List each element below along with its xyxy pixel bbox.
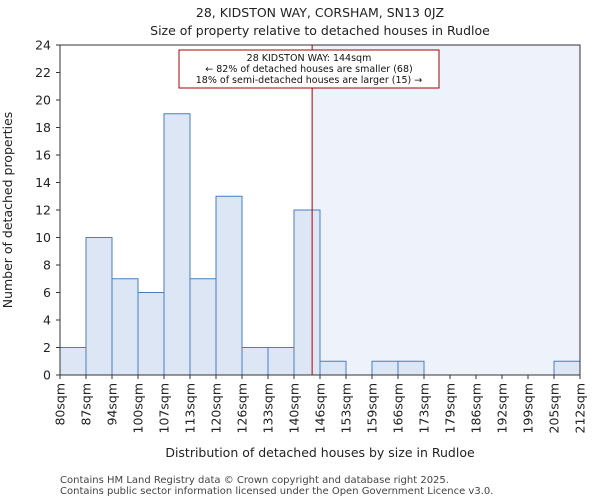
x-axis-title: Distribution of detached houses by size …	[165, 445, 475, 460]
x-tick-label: 186sqm	[469, 383, 484, 433]
bar-107sqm	[163, 113, 191, 376]
bar-94sqm	[111, 278, 139, 376]
chart-title: 28, KIDSTON WAY, CORSHAM, SN13 0JZ	[196, 5, 444, 20]
bars-group	[59, 113, 581, 376]
y-tick-label: 0	[43, 368, 51, 383]
bar-120sqm	[215, 195, 243, 376]
y-axis-title: Number of detached properties	[0, 112, 15, 309]
bar-140sqm	[293, 209, 321, 376]
y-tick-label: 24	[35, 38, 51, 53]
y-tick-label: 10	[35, 230, 51, 245]
larger-region-highlight	[312, 45, 580, 375]
x-tick-label: 192sqm	[495, 383, 510, 433]
y-tick-label: 6	[43, 285, 51, 300]
annotation-line-2: ← 82% of detached houses are smaller (68…	[205, 64, 412, 75]
bar-113sqm	[189, 278, 217, 376]
footer-line-1: Contains HM Land Registry data © Crown c…	[60, 475, 449, 486]
x-tick-label: 212sqm	[573, 383, 588, 433]
bar-126sqm	[241, 347, 269, 376]
annotation-border	[178, 49, 440, 89]
x-tick-label: 126sqm	[235, 383, 250, 433]
y-tick-label: 16	[35, 148, 51, 163]
bar-166sqm	[397, 360, 425, 376]
y-tick-label: 12	[35, 203, 51, 218]
x-tick-label: 153sqm	[339, 383, 354, 433]
bar-159sqm	[371, 360, 399, 376]
y-tick-label: 22	[35, 65, 51, 80]
y-tick-label: 14	[35, 175, 51, 190]
y-tick-label: 4	[43, 313, 51, 328]
x-tick-label: 107sqm	[157, 383, 172, 433]
x-tick-label: 100sqm	[131, 383, 146, 433]
bar-205sqm	[553, 360, 581, 376]
bar-133sqm	[267, 347, 295, 376]
annotation-line-3: 18% of semi-detached houses are larger (…	[196, 75, 423, 86]
y-tick-label: 8	[43, 258, 51, 273]
x-tick-label: 120sqm	[209, 383, 224, 433]
x-tick-label: 199sqm	[521, 383, 536, 433]
x-tick-label: 179sqm	[443, 383, 458, 433]
x-tick-label: 146sqm	[313, 383, 328, 433]
x-tick-label: 166sqm	[391, 383, 406, 433]
x-tick-label: 87sqm	[79, 383, 94, 426]
bar-146sqm	[319, 360, 347, 376]
x-tick-label: 159sqm	[365, 383, 380, 433]
chart-subtitle: Size of property relative to detached ho…	[150, 23, 490, 38]
bar-100sqm	[137, 292, 165, 376]
annotation-line-1: 28 KIDSTON WAY: 144sqm	[247, 53, 372, 64]
y-tick-label: 20	[35, 93, 51, 108]
footer-line-2: Contains public sector information licen…	[60, 486, 493, 497]
x-tick-label: 80sqm	[53, 383, 68, 426]
bar-87sqm	[85, 237, 113, 376]
y-tick-label: 2	[43, 340, 51, 355]
x-tick-label: 173sqm	[417, 383, 432, 433]
bar-80sqm	[59, 347, 87, 376]
x-tick-label: 133sqm	[261, 383, 276, 433]
x-tick-label: 140sqm	[287, 383, 302, 433]
annotation-box: 28 KIDSTON WAY: 144sqm ← 82% of detached…	[178, 49, 440, 89]
x-tick-label: 94sqm	[105, 383, 120, 426]
x-tick-label: 205sqm	[547, 383, 562, 433]
y-tick-label: 18	[35, 120, 51, 135]
x-ticks-group: 80sqm 87sqm 94sqm 100sqm 107sqm 113sqm 120sqm 1…	[53, 375, 588, 433]
x-tick-label: 113sqm	[183, 383, 198, 433]
